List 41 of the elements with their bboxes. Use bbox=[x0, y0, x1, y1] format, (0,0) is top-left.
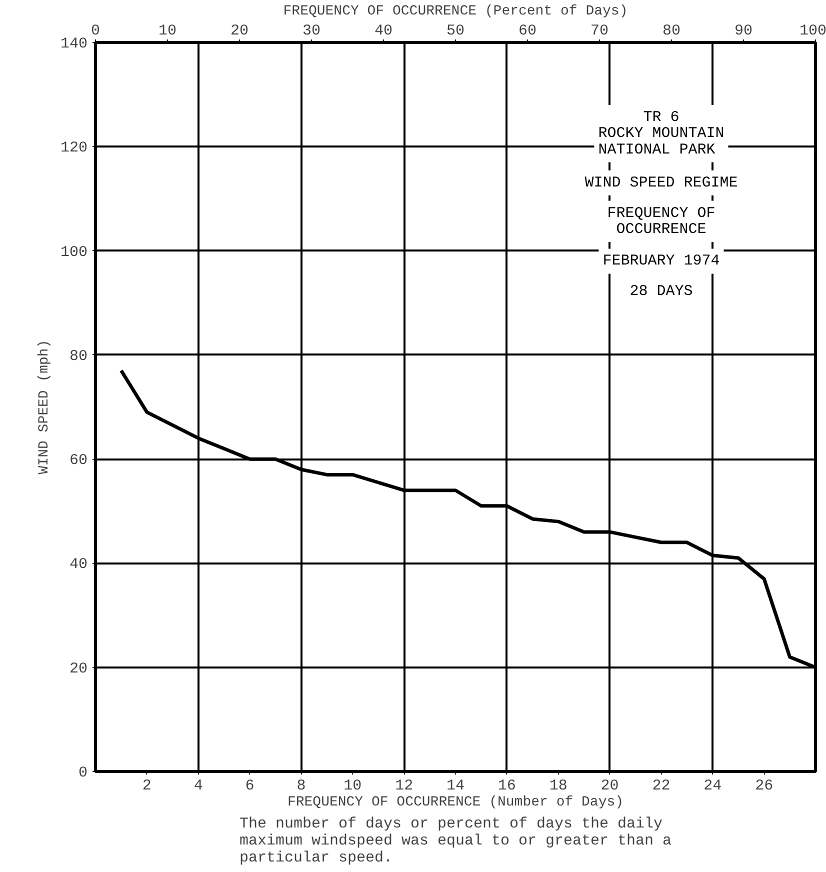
x-tick-label: 8 bbox=[296, 778, 306, 794]
x2-tick-label: 0 bbox=[91, 22, 100, 40]
x2-tick-label: 50 bbox=[446, 22, 465, 40]
x-tick-label: 18 bbox=[549, 778, 568, 794]
x2-tick-label: 70 bbox=[590, 22, 609, 40]
x-tick-label: 22 bbox=[652, 778, 670, 794]
x2-tick-label: 60 bbox=[518, 22, 537, 40]
y-tick-label: 140 bbox=[60, 36, 88, 52]
x2-tick-label: 100 bbox=[799, 22, 826, 40]
x-axis-title: FREQUENCY OF OCCURRENCE (Number of Days) bbox=[287, 794, 624, 810]
y-tick-label: 100 bbox=[60, 244, 88, 261]
x-tick-label: 4 bbox=[194, 778, 203, 794]
x-tick-label: 12 bbox=[395, 778, 414, 794]
x-tick-label: 16 bbox=[498, 778, 516, 794]
x-tick-label: 20 bbox=[600, 778, 619, 794]
annotation: WIND SPEED REGIME bbox=[584, 174, 738, 192]
text: TR 6 ROCKY MOUNTAIN NATIONAL PARK bbox=[598, 108, 724, 158]
y-tick-label: 60 bbox=[69, 452, 88, 470]
x2-tick-label: 30 bbox=[302, 22, 321, 40]
x2-tick-label: 10 bbox=[158, 22, 177, 40]
y-tick-label: 120 bbox=[60, 140, 88, 157]
y-tick-label: 0 bbox=[78, 764, 88, 782]
y-axis-title: WIND SPEED (mph) bbox=[36, 340, 52, 474]
text: The number of days or percent of days the daily maximum windspeed was equal to or greater than a particular speed. bbox=[239, 816, 672, 866]
y-tick-label: 20 bbox=[69, 660, 88, 678]
y-tick-label: 40 bbox=[69, 556, 88, 574]
x2-tick-label: 80 bbox=[662, 22, 681, 40]
x2-axis-title: FREQUENCY OF OCCURRENCE (Percent of Days) bbox=[283, 4, 628, 20]
x-tick-label: 2 bbox=[142, 778, 152, 794]
annotation: 28 DAYS bbox=[630, 283, 693, 300]
x-tick-label: 14 bbox=[446, 778, 465, 794]
annotation: FEBRUARY 1974 bbox=[602, 252, 720, 270]
x2-tick-label: 40 bbox=[374, 22, 393, 40]
x-tick-label: 6 bbox=[245, 778, 254, 794]
x-tick-label: 26 bbox=[755, 778, 774, 794]
x-tick-label: 24 bbox=[704, 778, 722, 794]
x-tick-label: 10 bbox=[344, 778, 362, 794]
x2-tick-label: 20 bbox=[230, 22, 249, 40]
annotation: FREQUENCY OF OCCURRENCE bbox=[607, 204, 716, 238]
y-tick-label: 80 bbox=[69, 348, 88, 365]
x2-tick-label: 90 bbox=[734, 22, 753, 40]
